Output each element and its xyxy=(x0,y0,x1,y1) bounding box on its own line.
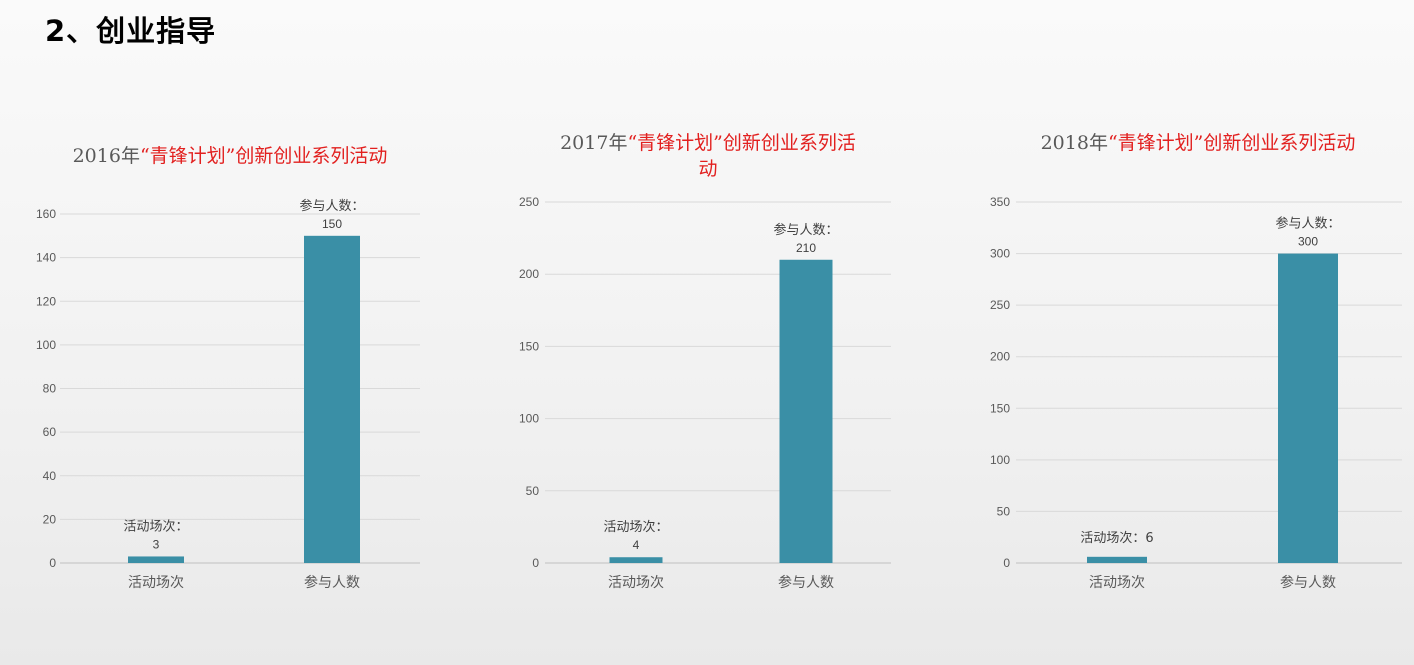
y-tick-label: 0 xyxy=(1003,556,1010,570)
data-label-name: 活动场次： xyxy=(123,518,188,534)
chart-title-name: “青锋计划”创新创业系列活动 xyxy=(627,132,856,180)
y-tick-label: 0 xyxy=(532,556,539,570)
y-tick-label: 40 xyxy=(43,469,57,483)
data-label: 活动场次：6 xyxy=(1080,530,1153,546)
data-label-name: 活动场次： xyxy=(603,519,668,535)
y-tick-label: 200 xyxy=(990,350,1010,364)
y-tick-label: 250 xyxy=(990,298,1010,312)
bar-activity-count xyxy=(128,556,184,563)
x-category-label: 参与人数 xyxy=(778,574,834,591)
x-category-label: 参与人数 xyxy=(1280,574,1336,591)
data-label-value: 3 xyxy=(153,537,160,551)
chart-title-year: 2017年 xyxy=(560,132,628,154)
chart-title-2018: 2018年“青锋计划”创新创业系列活动 xyxy=(1022,130,1374,156)
y-tick-label: 20 xyxy=(43,512,57,526)
y-tick-label: 0 xyxy=(49,556,56,570)
y-tick-label: 350 xyxy=(990,195,1010,209)
y-tick-label: 160 xyxy=(36,207,56,221)
x-category-label: 活动场次 xyxy=(128,575,184,591)
chart-title-year: 2018年 xyxy=(1040,132,1108,154)
page-title: 2、创业指导 xyxy=(45,14,217,48)
y-tick-label: 300 xyxy=(990,247,1010,261)
y-tick-label: 100 xyxy=(519,412,539,426)
y-tick-label: 150 xyxy=(990,401,1010,415)
chart-title-2016: 2016年“青锋计划”创新创业系列活动 xyxy=(60,143,400,169)
chart-title-name: “青锋计划”创新创业系列活动 xyxy=(139,145,388,167)
y-tick-label: 120 xyxy=(36,294,56,308)
chart-title-2017: 2017年“青锋计划”创新创业系列活动 xyxy=(553,130,863,182)
y-tick-label: 100 xyxy=(36,338,56,352)
y-tick-label: 80 xyxy=(43,382,57,396)
y-tick-label: 140 xyxy=(36,251,56,265)
y-tick-label: 250 xyxy=(519,195,539,209)
y-tick-label: 200 xyxy=(519,267,539,281)
y-tick-label: 50 xyxy=(526,484,540,498)
x-category-label: 活动场次 xyxy=(1089,575,1145,591)
data-label-name: 参与人数： xyxy=(1275,216,1340,232)
x-category-label: 活动场次 xyxy=(608,575,664,591)
y-tick-label: 50 xyxy=(997,504,1011,518)
data-label-name: 参与人数： xyxy=(773,222,838,238)
y-tick-label: 150 xyxy=(519,339,539,353)
y-tick-label: 100 xyxy=(990,453,1010,467)
bar-participants xyxy=(779,259,833,563)
bar-activity-count xyxy=(1087,556,1147,563)
bar-participants xyxy=(1278,253,1338,564)
chart-title-name: “青锋计划”创新创业系列活动 xyxy=(1107,132,1356,154)
y-tick-label: 60 xyxy=(43,425,57,439)
chart-title-year: 2016年 xyxy=(72,145,140,167)
data-label-value: 150 xyxy=(322,217,342,231)
x-category-label: 参与人数 xyxy=(304,574,360,591)
data-label-value: 4 xyxy=(633,538,640,552)
data-label-name: 参与人数： xyxy=(299,198,364,214)
data-label-value: 210 xyxy=(796,241,816,255)
data-label-value: 300 xyxy=(1298,235,1318,249)
bar-activity-count xyxy=(609,557,663,563)
bar-participants xyxy=(304,235,360,563)
